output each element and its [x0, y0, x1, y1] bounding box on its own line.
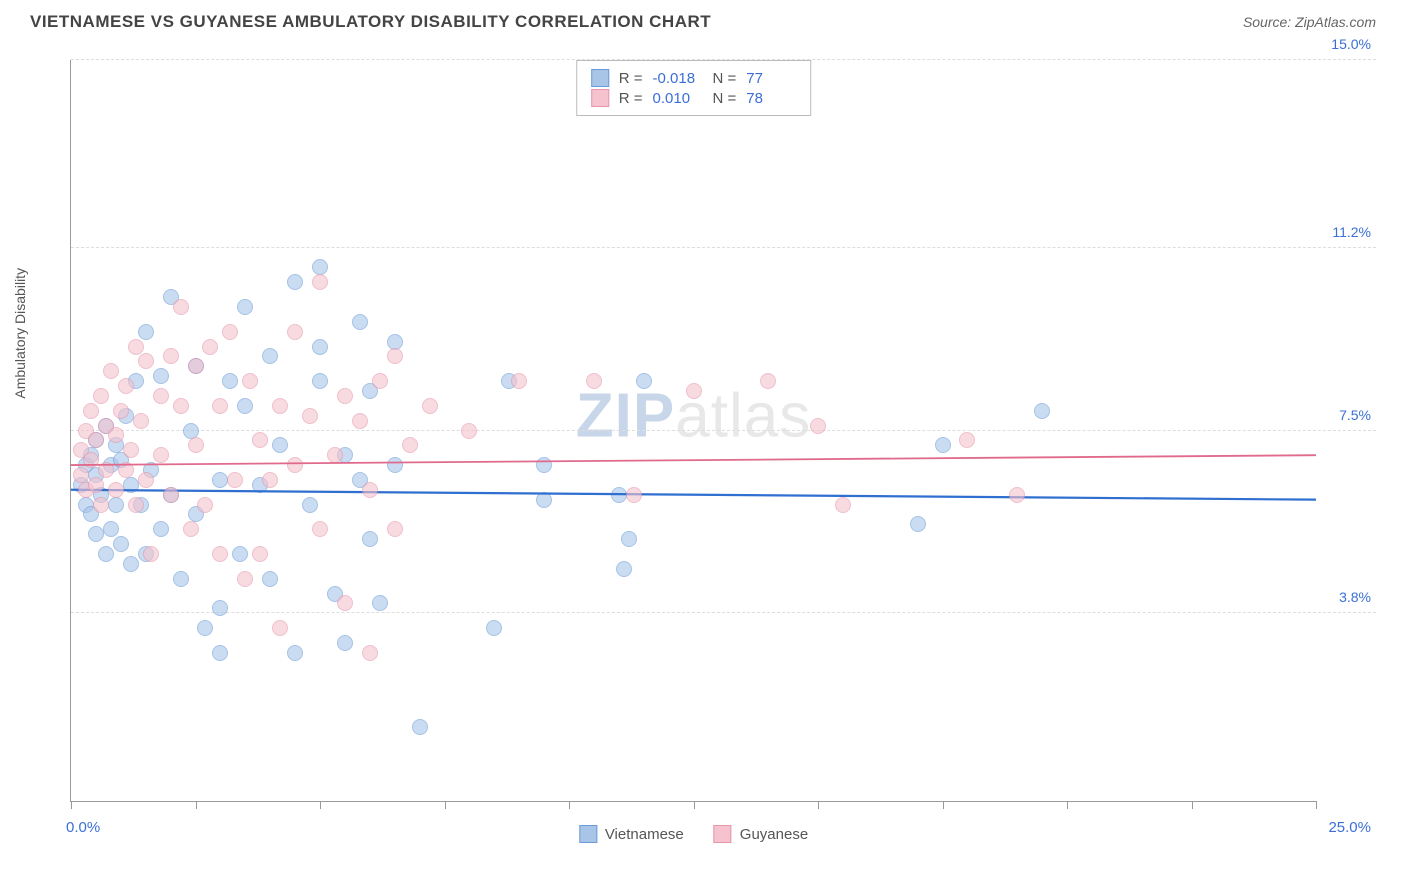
chart-title: VIETNAMESE VS GUYANESE AMBULATORY DISABI…: [30, 12, 711, 32]
xtick: [1316, 801, 1317, 809]
legend-label-1: Guyanese: [740, 826, 808, 843]
xtick: [320, 801, 321, 809]
chart-container: Ambulatory Disability ZIPatlas R = -0.01…: [30, 50, 1376, 862]
plot-area: ZIPatlas R = -0.018 N = 77 R = 0.010 N =…: [70, 60, 1316, 802]
xtick: [943, 801, 944, 809]
xtick: [818, 801, 819, 809]
xtick: [569, 801, 570, 809]
xtick: [1067, 801, 1068, 809]
ytick-label: 7.5%: [1339, 407, 1371, 423]
legend-item-0: Vietnamese: [579, 825, 684, 843]
x-max-label: 25.0%: [1328, 819, 1371, 836]
ytick-label: 11.2%: [1332, 224, 1371, 240]
xtick: [1192, 801, 1193, 809]
legend-swatch-1: [714, 825, 732, 843]
xtick: [71, 801, 72, 809]
ytick-label: 15.0%: [1331, 36, 1371, 52]
trend-line: [71, 60, 1316, 801]
x-min-label: 0.0%: [66, 819, 100, 836]
legend-swatch-0: [579, 825, 597, 843]
legend: Vietnamese Guyanese: [579, 825, 808, 843]
legend-label-0: Vietnamese: [605, 826, 684, 843]
ytick-label: 3.8%: [1339, 589, 1371, 605]
xtick: [694, 801, 695, 809]
legend-item-1: Guyanese: [714, 825, 808, 843]
xtick: [445, 801, 446, 809]
xtick: [196, 801, 197, 809]
y-axis-label: Ambulatory Disability: [12, 268, 28, 399]
source-label: Source: ZipAtlas.com: [1243, 14, 1376, 30]
